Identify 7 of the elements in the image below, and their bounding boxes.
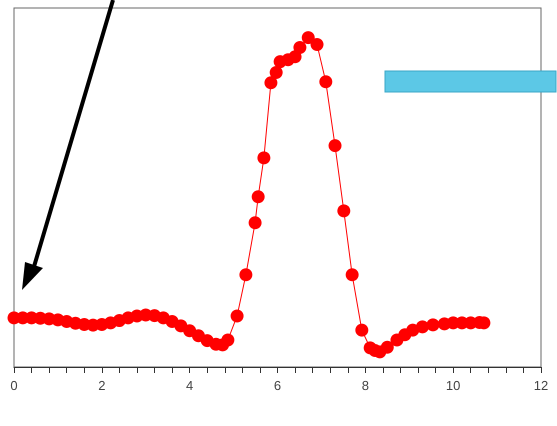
x-tick-label: 12 [534, 378, 548, 393]
x-tick-label: 10 [446, 378, 460, 393]
x-tick-label: 2 [98, 378, 106, 393]
x-tick-label: 4 [186, 378, 194, 393]
x-tick-label: 0 [10, 378, 18, 393]
x-tick-label: 8 [362, 378, 369, 393]
x-tick-label: 6 [274, 378, 282, 393]
